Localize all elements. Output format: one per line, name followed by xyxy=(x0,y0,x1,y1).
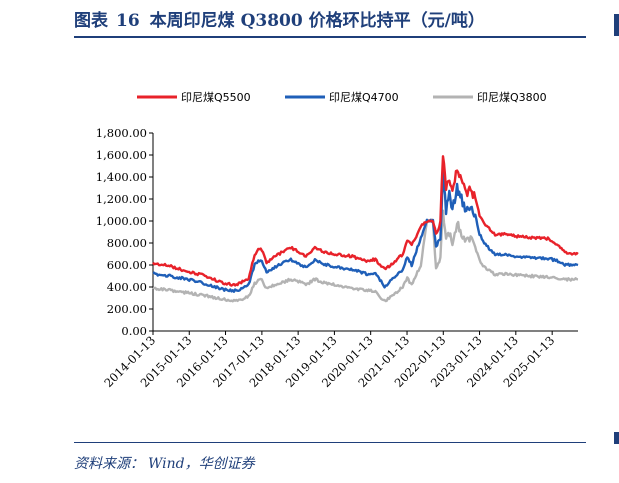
y-tick-label: 1,600.00 xyxy=(96,148,147,162)
footer-rule xyxy=(74,442,586,443)
y-tick-label: 1,200.00 xyxy=(96,192,147,206)
figure-number: 16 xyxy=(116,11,140,31)
y-tick-label: 1,400.00 xyxy=(96,170,147,184)
legend-label-0: 印尼煤Q5500 xyxy=(181,91,251,104)
y-tick-label: 0.00 xyxy=(121,324,147,338)
legend: 印尼煤Q5500 印尼煤Q4700 印尼煤Q3800 xyxy=(137,91,547,104)
edge-mark-top xyxy=(614,14,619,36)
title-rule xyxy=(74,36,586,38)
edge-mark-bottom xyxy=(614,432,619,444)
source-label: 资料来源： xyxy=(74,456,144,472)
y-tick-label: 600.00 xyxy=(107,258,147,272)
legend-label-2: 印尼煤Q3800 xyxy=(477,91,547,104)
series-line-1 xyxy=(152,167,579,293)
y-tick-label: 200.00 xyxy=(107,302,147,316)
y-tick-label: 1,800.00 xyxy=(96,126,147,140)
source-text: Wind，华创证券 xyxy=(148,456,255,472)
figure-title: 本周印尼煤 Q3800 价格环比持平（元/吨） xyxy=(149,11,485,31)
legend-label-1: 印尼煤Q4700 xyxy=(329,91,399,104)
y-tick-label: 400.00 xyxy=(107,280,147,294)
series-line-0 xyxy=(152,155,579,287)
y-axis: 0.00 200.00 400.00 600.00 800.00 1,000.00 1,20… xyxy=(96,126,154,338)
chart-title: 图表 16 本周印尼煤 Q3800 价格环比持平（元/吨） xyxy=(74,6,594,31)
y-tick-label: 800.00 xyxy=(107,236,147,250)
y-tick-label: 1,000.00 xyxy=(96,214,147,228)
plot-area xyxy=(152,155,579,303)
series-line-2 xyxy=(152,209,579,303)
figure-label: 图表 xyxy=(74,11,108,31)
source-note: 资料来源： Wind，华创证券 xyxy=(74,453,255,473)
x-axis: 2014-01-132015-01-132016-01-132017-01-13… xyxy=(101,330,578,390)
